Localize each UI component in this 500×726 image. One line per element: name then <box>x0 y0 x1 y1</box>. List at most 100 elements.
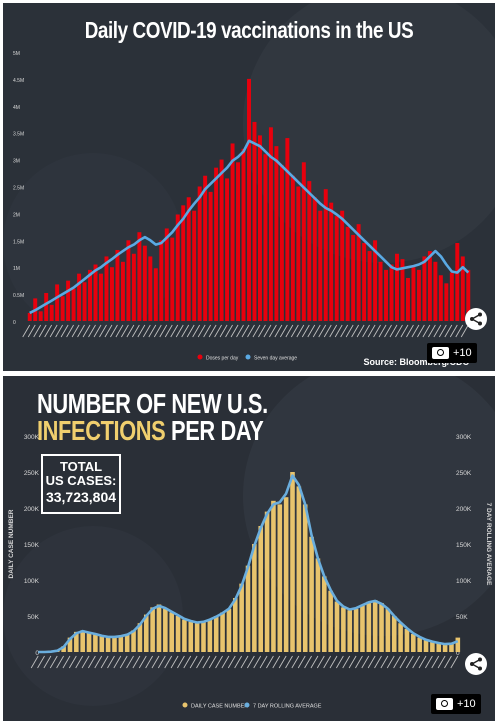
bar <box>362 242 367 321</box>
x-tick-mark <box>137 324 146 338</box>
bar <box>80 630 85 652</box>
x-tick-mark <box>236 324 244 338</box>
x-tick-mark <box>356 324 365 338</box>
x-tick-mark <box>186 324 195 338</box>
x-tick-mark <box>444 655 452 669</box>
bar <box>422 256 427 321</box>
share-icon <box>470 312 482 326</box>
bar <box>67 637 73 652</box>
bar <box>241 148 246 321</box>
x-tick-mark <box>88 655 96 669</box>
bar <box>334 601 340 652</box>
bar <box>438 275 443 321</box>
bar <box>188 621 194 652</box>
x-tick-mark <box>373 324 381 338</box>
bar <box>444 283 449 321</box>
x-tick-mark <box>431 655 440 669</box>
x-tick-mark <box>33 324 42 338</box>
x-tick-mark <box>405 655 414 669</box>
x-tick-mark <box>334 324 343 338</box>
x-tick-mark <box>367 655 376 669</box>
x-tick-mark <box>38 324 47 338</box>
bar <box>323 189 328 321</box>
photo-gallery-button[interactable]: +10 <box>427 343 477 363</box>
bar <box>207 619 213 652</box>
bar <box>257 135 262 321</box>
bar <box>226 608 232 652</box>
x-tick-mark <box>310 655 319 669</box>
bar <box>203 175 208 321</box>
x-tick-mark <box>272 655 281 669</box>
legend-label: 7 DAY ROLLING AVERAGE <box>253 704 322 710</box>
x-tick-mark <box>55 324 64 338</box>
x-tick-mark <box>60 324 69 338</box>
bar <box>423 639 429 652</box>
x-tick-mark <box>362 324 370 338</box>
x-tick-mark <box>304 655 312 669</box>
bar <box>417 637 422 652</box>
x-tick-mark <box>450 655 459 669</box>
x-tick-mark <box>132 655 141 669</box>
y-tick-label-right: 200K <box>456 506 472 513</box>
bar <box>71 288 76 321</box>
bar <box>66 280 71 321</box>
share-button[interactable] <box>465 308 487 330</box>
x-tick-mark <box>75 655 84 669</box>
photo-count: +10 <box>457 698 476 710</box>
x-tick-mark <box>297 655 306 669</box>
y-tick-label-right: 50K <box>456 614 468 621</box>
x-tick-mark <box>258 324 266 338</box>
bar <box>285 138 290 321</box>
x-tick-mark <box>37 655 45 669</box>
x-tick-mark <box>340 324 349 338</box>
bar <box>115 249 120 321</box>
total-cases-label-2: US CASES: <box>45 473 117 488</box>
bar <box>340 210 345 321</box>
bar <box>309 536 314 652</box>
x-tick-mark <box>49 324 58 338</box>
bar <box>258 526 264 652</box>
x-tick-mark <box>197 324 206 338</box>
y-tick-label: 0 <box>13 320 16 326</box>
x-tick-mark <box>417 324 425 338</box>
bar <box>143 614 149 652</box>
bar <box>252 544 257 652</box>
x-tick-mark <box>157 655 166 669</box>
x-tick-mark <box>107 655 115 669</box>
x-tick-mark <box>215 655 223 669</box>
bar <box>296 186 301 321</box>
x-tick-mark <box>177 655 185 669</box>
x-tick-mark <box>214 324 222 338</box>
x-tick-mark <box>22 324 31 338</box>
bar <box>274 146 279 321</box>
bar <box>86 632 92 652</box>
bar <box>347 610 353 652</box>
bar <box>118 636 124 652</box>
y-tick-label: 50K <box>27 614 39 621</box>
x-tick-mark <box>323 324 332 338</box>
bar <box>372 600 378 652</box>
bar <box>329 202 334 321</box>
bar <box>61 646 66 652</box>
x-tick-mark <box>367 324 376 338</box>
x-tick-mark <box>389 324 398 338</box>
x-tick-mark <box>82 324 91 338</box>
bar <box>137 232 142 321</box>
y-tick-label-right: 250K <box>456 470 472 477</box>
x-tick-mark <box>113 655 122 669</box>
x-tick-mark <box>153 324 162 338</box>
photo-gallery-button-2[interactable]: +10 <box>431 694 481 714</box>
x-tick-mark <box>253 655 262 669</box>
x-tick-mark <box>115 324 124 338</box>
x-tick-mark <box>422 324 431 338</box>
x-tick-mark <box>386 655 395 669</box>
x-tick-mark <box>399 655 408 669</box>
share-button-2[interactable] <box>465 653 487 675</box>
infections-chart-panel: 0 0 50K 50K 100K 100K 150K 150K 200K 200K 250K 250K… <box>3 376 495 721</box>
bar <box>148 256 153 321</box>
legend-swatch <box>197 354 203 360</box>
bar <box>142 245 147 321</box>
bar <box>427 251 432 321</box>
x-tick-mark <box>234 655 243 669</box>
x-tick-mark <box>142 324 151 338</box>
